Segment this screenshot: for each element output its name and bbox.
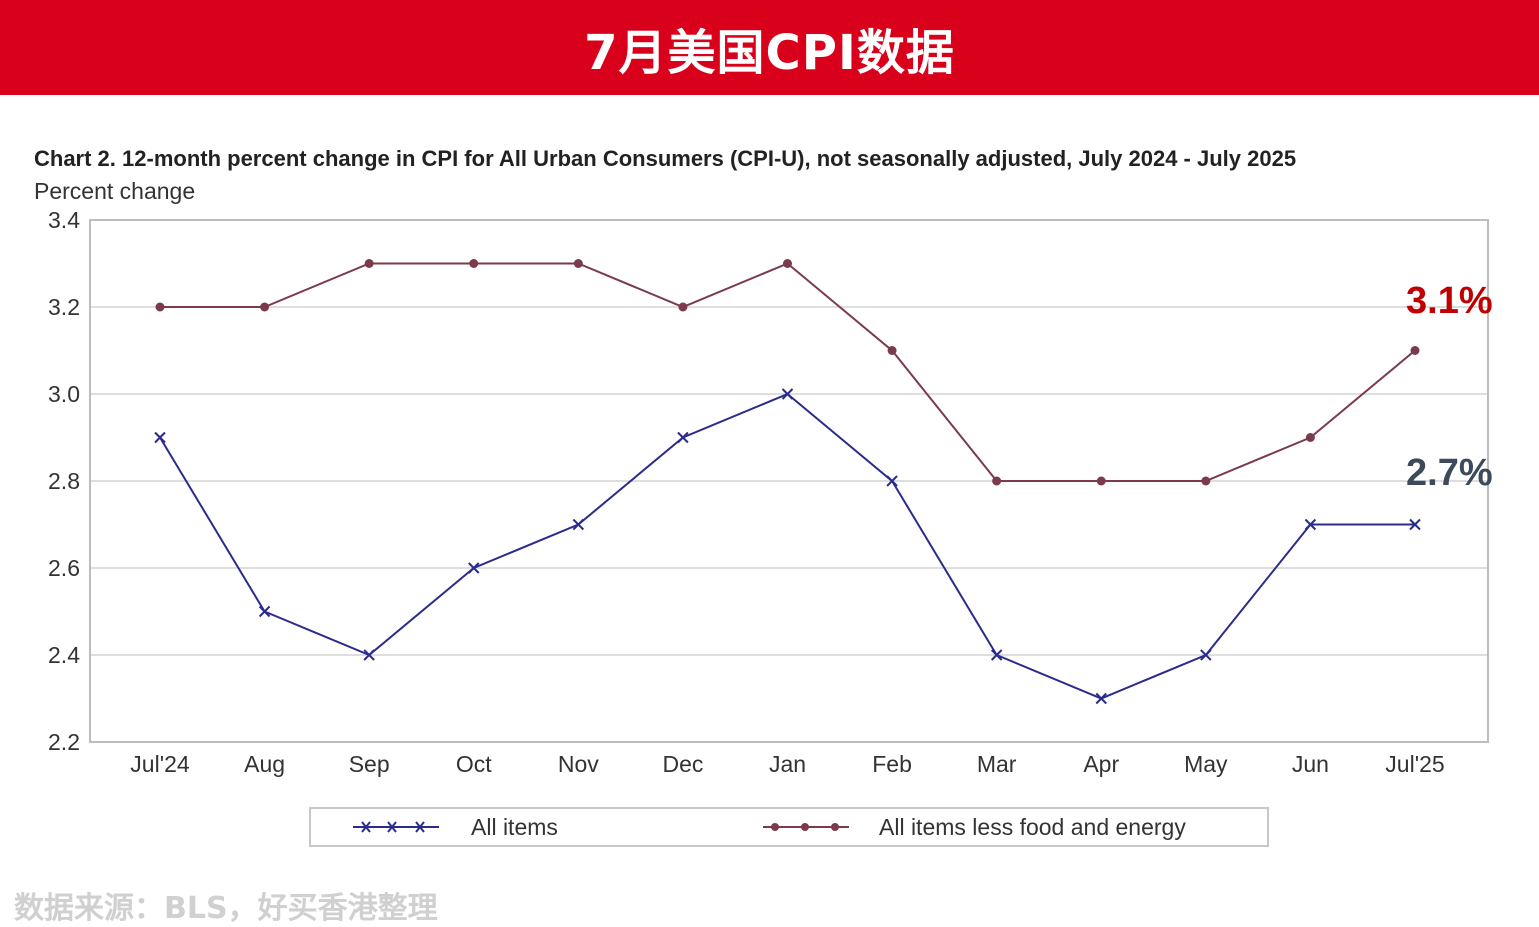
legend-item-core: All items less food and energy [761, 809, 1186, 845]
data-point-dot [992, 476, 1002, 486]
data-point-dot [1305, 433, 1315, 442]
y-axis-label: Percent change [34, 178, 196, 204]
data-point-x [468, 562, 480, 574]
data-point-dot [364, 259, 374, 268]
data-point-dot [155, 302, 165, 312]
data-point-x [781, 388, 794, 400]
legend-item-all-items: All items [351, 809, 558, 845]
y-tick-label: 2.4 [48, 642, 80, 668]
dot-marker-icon [763, 823, 849, 831]
data-source-note: 数据来源：BLS，好买香港整理 [14, 891, 438, 926]
series-lines [154, 259, 1421, 705]
data-point-dot [1410, 346, 1420, 355]
x-tick-label: Nov [558, 751, 599, 777]
y-tick-label: 2.8 [48, 468, 80, 494]
x-tick-label: Jul'24 [130, 751, 190, 777]
y-tick-label: 3.0 [48, 381, 80, 407]
data-point-x [572, 518, 585, 531]
data-point-dot [783, 259, 792, 268]
series-line [160, 262, 1416, 482]
y-tick-labels: 2.2 2.4 2.6 2.8 3.0 3.2 3.4 [48, 207, 80, 755]
chart-title: Chart 2. 12-month percent change in CPI … [34, 146, 1297, 171]
cross-marker-icon [353, 821, 439, 833]
data-point-dot [469, 259, 479, 268]
data-point-x [1095, 692, 1107, 705]
x-tick-label: Jun [1292, 751, 1329, 777]
y-tick-label: 3.2 [48, 294, 80, 320]
y-tick-label: 2.2 [48, 729, 80, 755]
series-line [159, 392, 1415, 700]
data-point-dot [1096, 476, 1106, 486]
callout-core-latest: 3.1% [1406, 280, 1493, 322]
x-tick-label: Dec [662, 751, 703, 777]
page-title: 7月美国CPI数据 [584, 24, 955, 81]
data-point-dot [1201, 476, 1211, 486]
x-tick-label: Sep [349, 751, 390, 777]
data-point-x [886, 475, 898, 487]
x-tick-label: Feb [872, 751, 912, 777]
data-point-dot [260, 302, 270, 312]
data-point-x [990, 649, 1003, 661]
x-tick-label: Jan [769, 751, 806, 777]
plot-frame [89, 219, 1489, 743]
x-tick-label: May [1184, 751, 1228, 777]
data-point-x [258, 605, 271, 618]
x-tick-label: Apr [1083, 751, 1119, 777]
data-point-x [363, 649, 375, 661]
grid-lines [90, 219, 1488, 743]
data-point-dot [573, 259, 583, 268]
series-core [155, 259, 1420, 486]
x-tick-label: Oct [456, 751, 492, 777]
data-point-x [1304, 518, 1317, 531]
data-point-x [1409, 518, 1421, 531]
data-point-x [154, 431, 166, 444]
y-tick-label: 3.4 [48, 207, 80, 233]
x-tick-label: Aug [244, 751, 285, 777]
x-tick-label: Jul'25 [1385, 751, 1444, 777]
callout-all-latest: 2.7% [1406, 452, 1493, 494]
x-tick-label: Mar [977, 751, 1017, 777]
x-tick-labels: Jul'24 Aug Sep Oct Nov Dec Jan Feb Mar Apr May Jun J… [130, 751, 1444, 777]
legend-label-all-items: All items [471, 813, 558, 840]
data-point-dot [887, 346, 897, 355]
data-point-x [1200, 649, 1212, 661]
title-banner: 7月美国CPI数据 [0, 0, 1539, 95]
data-point-dot [678, 302, 688, 312]
series-all-items [154, 388, 1421, 705]
legend-label-core: All items less food and energy [879, 813, 1186, 840]
data-point-x [677, 431, 689, 444]
chart-legend: All items All items less food and energy [309, 807, 1269, 847]
y-tick-label: 2.6 [48, 555, 80, 581]
